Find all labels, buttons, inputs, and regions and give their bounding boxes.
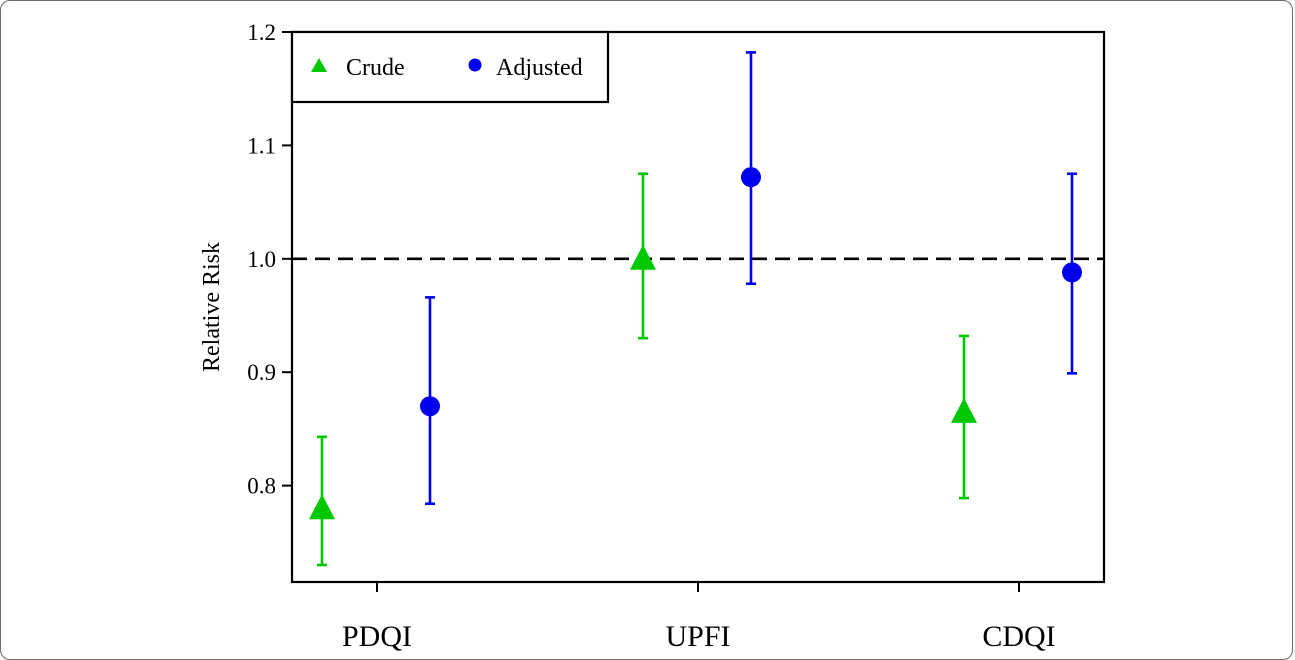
y-tick-label: 0.9 [247, 360, 276, 385]
y-tick-label: 1.1 [247, 133, 276, 158]
crude-point [630, 244, 656, 270]
y-tick-label: 1.0 [247, 247, 276, 272]
adjusted-point [420, 396, 440, 417]
plot-area [290, 30, 1106, 584]
crude-point [309, 494, 335, 520]
y-axis-label: Relative Risk [199, 242, 225, 372]
adjusted-point [1062, 262, 1082, 283]
x-tick-label: PDQI [342, 620, 412, 651]
legend-crude-label: Crude [346, 55, 405, 81]
y-tick-label: 0.8 [247, 474, 276, 499]
legend: Crude Adjusted [290, 30, 610, 104]
legend-adjusted-marker [468, 58, 482, 72]
legend-box [290, 30, 610, 104]
adjusted-point [741, 167, 761, 188]
crude-point [951, 397, 977, 423]
marks-layer [309, 51, 1082, 567]
legend-items: Crude Adjusted [311, 55, 583, 81]
legend-crude-marker [311, 58, 327, 72]
x-tick-label: CDQI [982, 620, 1055, 651]
x-tick-label: UPFI [665, 620, 730, 651]
axis-layer: 0.8 0.9 1.0 1.1 1.2 PDQI UPFI CDQI [247, 20, 1055, 651]
y-tick-label: 1.2 [247, 20, 276, 45]
legend-adjusted-label: Adjusted [496, 55, 583, 81]
